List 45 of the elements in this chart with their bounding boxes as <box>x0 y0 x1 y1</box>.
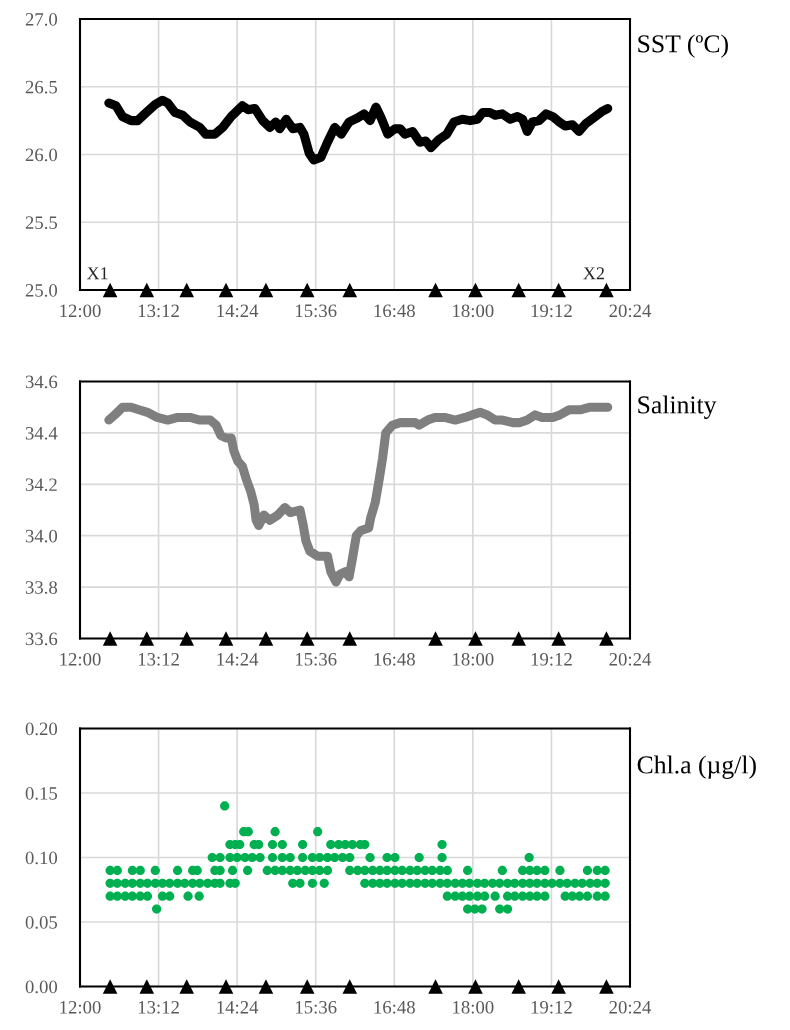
x-tick-label: 20:24 <box>609 652 652 666</box>
y-tick-label: 0.10 <box>25 851 58 865</box>
x-tick-label: 13:12 <box>138 652 179 666</box>
x-tick-label: 16:48 <box>374 1000 415 1014</box>
x-tick-label: 15:36 <box>296 304 337 318</box>
x-tick-label: 18:00 <box>453 304 494 318</box>
y-tick-label: 26.5 <box>25 80 58 94</box>
x-tick-label: 14:24 <box>217 304 259 318</box>
y-tick-label: 25.5 <box>25 216 58 230</box>
y-tick-label: 34.0 <box>25 529 58 543</box>
y-tick-label: 33.8 <box>25 581 58 594</box>
x-tick-label: 14:24 <box>217 1000 259 1014</box>
x-tick-label: 20:24 <box>609 304 652 318</box>
text: SST (ºC) <box>638 34 728 58</box>
y-tick-label: 34.2 <box>25 478 57 492</box>
text: Salinity <box>638 395 717 419</box>
text: Chl.a (µg/l) <box>637 755 756 779</box>
x-tick-label: 13:12 <box>138 1000 179 1014</box>
x-tick-label: 12:00 <box>60 1000 101 1014</box>
annotation: X1 <box>86 267 108 280</box>
x-tick-label: 12:00 <box>60 304 101 318</box>
y-tick-label: 0.15 <box>25 787 58 800</box>
x-tick-label: 16:48 <box>374 304 415 318</box>
y-tick-label: 27.0 <box>25 13 58 26</box>
x-tick-label: 13:12 <box>138 304 179 318</box>
y-tick-label: 0.05 <box>25 916 58 929</box>
x-tick-label: 20:24 <box>609 1000 652 1014</box>
y-tick-label: 34.6 <box>25 375 58 389</box>
x-tick-label: 19:12 <box>531 652 572 666</box>
x-tick-label: 14:24 <box>217 652 259 666</box>
y-tick-label: 34.4 <box>25 426 58 440</box>
y-tick-label: 0.20 <box>25 722 58 736</box>
x-tick-label: 18:00 <box>453 1000 494 1014</box>
x-tick-label: 18:00 <box>453 652 494 666</box>
y-tick-label: 26.0 <box>25 148 58 162</box>
x-tick-label: 15:36 <box>296 1000 337 1014</box>
x-tick-label: 19:12 <box>531 304 572 318</box>
y-tick-label: 25.0 <box>25 284 58 297</box>
x-tick-label: 16:48 <box>374 652 415 666</box>
x-tick-label: 19:12 <box>531 1000 572 1014</box>
y-tick-label: 33.6 <box>25 632 58 646</box>
annotation: X2 <box>583 267 604 280</box>
x-tick-label: 12:00 <box>60 652 101 666</box>
x-tick-label: 15:36 <box>296 652 337 666</box>
y-tick-label: 0.00 <box>25 980 58 994</box>
